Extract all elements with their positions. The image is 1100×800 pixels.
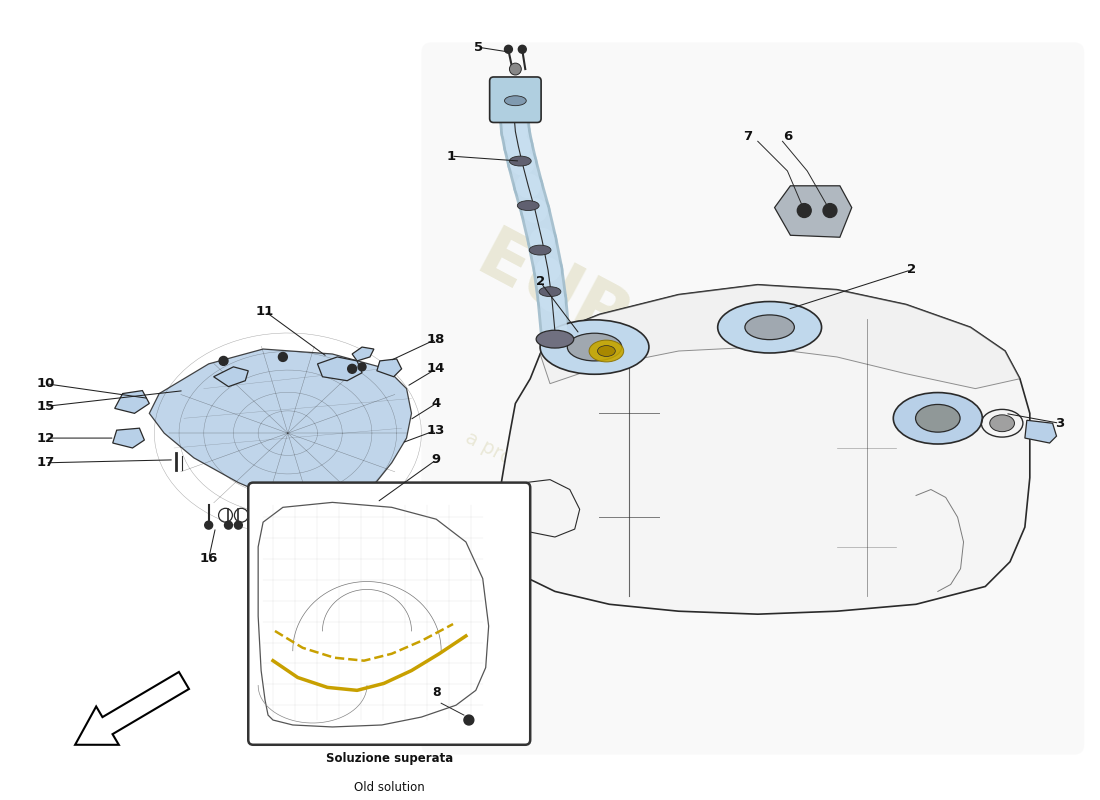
Text: 18: 18 xyxy=(427,333,446,346)
Circle shape xyxy=(509,63,521,75)
Ellipse shape xyxy=(590,340,624,362)
Text: 11: 11 xyxy=(256,305,274,318)
Circle shape xyxy=(518,46,526,54)
Circle shape xyxy=(234,521,242,529)
Text: 13: 13 xyxy=(427,424,446,437)
Text: 5: 5 xyxy=(474,41,483,54)
Polygon shape xyxy=(258,502,488,727)
Ellipse shape xyxy=(915,405,960,432)
Circle shape xyxy=(205,521,212,529)
Text: 4: 4 xyxy=(431,397,441,410)
Text: 2: 2 xyxy=(536,275,544,288)
Circle shape xyxy=(359,363,366,371)
Text: 9: 9 xyxy=(431,454,441,466)
Circle shape xyxy=(464,715,474,725)
Polygon shape xyxy=(150,349,411,510)
Text: 2: 2 xyxy=(906,263,915,276)
Circle shape xyxy=(823,204,837,218)
Ellipse shape xyxy=(597,346,615,357)
Circle shape xyxy=(505,46,513,54)
Ellipse shape xyxy=(539,286,561,297)
Ellipse shape xyxy=(505,96,526,106)
Polygon shape xyxy=(352,347,374,361)
Circle shape xyxy=(348,364,356,374)
Text: 3: 3 xyxy=(1055,417,1064,430)
Text: a provider for parts since 1985: a provider for parts since 1985 xyxy=(462,428,737,586)
Text: 16: 16 xyxy=(199,552,218,566)
Polygon shape xyxy=(540,285,1020,389)
Polygon shape xyxy=(774,186,851,238)
Circle shape xyxy=(798,204,811,218)
Ellipse shape xyxy=(717,302,822,353)
Ellipse shape xyxy=(529,245,551,255)
Ellipse shape xyxy=(568,334,622,361)
Polygon shape xyxy=(114,390,150,414)
Text: 15: 15 xyxy=(36,400,55,413)
Text: 10: 10 xyxy=(36,377,55,390)
Polygon shape xyxy=(112,428,144,448)
Polygon shape xyxy=(377,359,402,377)
Text: 8: 8 xyxy=(432,686,440,699)
Text: 12: 12 xyxy=(36,431,55,445)
Polygon shape xyxy=(500,285,1030,614)
Polygon shape xyxy=(213,367,249,386)
Text: 17: 17 xyxy=(36,456,55,470)
Circle shape xyxy=(219,357,228,366)
Text: Old solution: Old solution xyxy=(354,782,425,794)
Ellipse shape xyxy=(990,415,1014,432)
FancyBboxPatch shape xyxy=(421,42,1085,754)
Ellipse shape xyxy=(893,393,982,444)
Ellipse shape xyxy=(517,201,539,210)
Text: Soluzione superata: Soluzione superata xyxy=(326,752,453,765)
Text: 7: 7 xyxy=(744,130,752,143)
Text: 6: 6 xyxy=(783,130,792,143)
FancyBboxPatch shape xyxy=(490,77,541,122)
Ellipse shape xyxy=(745,315,794,340)
Ellipse shape xyxy=(540,320,649,374)
FancyBboxPatch shape xyxy=(249,482,530,745)
Polygon shape xyxy=(318,357,362,381)
FancyArrow shape xyxy=(75,672,189,745)
Circle shape xyxy=(278,353,287,362)
Ellipse shape xyxy=(536,330,574,348)
Polygon shape xyxy=(338,494,379,519)
Text: EUROSPARES: EUROSPARES xyxy=(465,222,971,535)
Circle shape xyxy=(224,521,232,529)
Polygon shape xyxy=(1025,420,1056,443)
Text: 14: 14 xyxy=(427,362,446,375)
Ellipse shape xyxy=(509,156,531,166)
Text: 1: 1 xyxy=(447,150,455,162)
